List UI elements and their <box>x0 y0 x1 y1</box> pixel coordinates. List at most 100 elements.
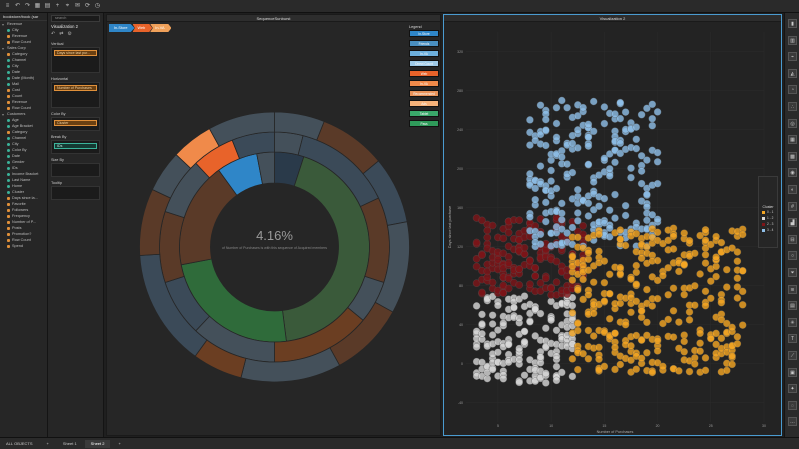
scatter-point[interactable] <box>584 120 593 129</box>
chart-icon[interactable]: ▤ <box>44 3 51 9</box>
scatter-point[interactable] <box>552 119 561 128</box>
scatter-point[interactable] <box>723 319 731 328</box>
scatter-point[interactable] <box>664 264 672 272</box>
scatter-point[interactable] <box>584 266 593 274</box>
scatter-point[interactable] <box>558 225 566 233</box>
scatter-point[interactable] <box>643 285 651 294</box>
scatter-point[interactable] <box>669 232 678 241</box>
scatter-point[interactable] <box>653 256 662 265</box>
field-item[interactable]: Category <box>0 129 47 135</box>
scatter-point[interactable] <box>520 243 529 252</box>
scatter-point[interactable] <box>738 321 747 329</box>
scatter-point[interactable] <box>728 323 736 332</box>
scatter-point[interactable] <box>515 265 523 273</box>
sunburst-chart[interactable] <box>107 22 442 436</box>
scatter-point[interactable] <box>483 226 492 235</box>
scatter-point[interactable] <box>653 294 662 303</box>
scatter-point[interactable] <box>605 165 614 173</box>
chevron-down-icon[interactable]: ▾ <box>2 21 5 27</box>
scatter-point[interactable] <box>472 238 481 247</box>
scatter-point[interactable] <box>558 368 566 377</box>
scatter-point[interactable] <box>472 262 481 271</box>
scatter-point[interactable] <box>515 216 523 224</box>
scatter-point[interactable] <box>648 302 657 310</box>
scatter-point[interactable] <box>611 190 619 199</box>
scatter-point[interactable] <box>659 319 667 328</box>
more-icon[interactable]: … <box>788 417 797 427</box>
scatter-point[interactable] <box>738 287 747 296</box>
scatter-point[interactable] <box>701 259 710 267</box>
scatter-point[interactable] <box>542 324 550 332</box>
scatter-point[interactable] <box>574 217 582 225</box>
legend-item[interactable]: In-Store <box>409 30 439 37</box>
scatter-point[interactable] <box>515 378 523 387</box>
scatter-point[interactable] <box>685 316 694 324</box>
network-icon[interactable]: ✳ <box>788 317 797 327</box>
scatter-point[interactable] <box>728 352 736 360</box>
pin-icon[interactable]: ⌖ <box>65 3 70 9</box>
scatter-point[interactable] <box>659 362 667 371</box>
field-item[interactable]: Frequency <box>0 213 47 219</box>
scatter-point[interactable] <box>701 251 710 259</box>
scatter-point[interactable] <box>701 226 710 234</box>
scatter-point[interactable] <box>632 297 641 306</box>
scatter-point[interactable] <box>547 177 555 185</box>
scatter-point[interactable] <box>675 318 683 326</box>
field-item[interactable]: Revenue <box>0 99 47 105</box>
scatter-point[interactable] <box>637 152 646 160</box>
donut-icon[interactable]: ◌ <box>788 400 797 410</box>
scatter-point[interactable] <box>526 213 534 221</box>
scatter-point[interactable] <box>536 279 545 287</box>
scatter-point[interactable] <box>616 139 625 148</box>
scatter-point[interactable] <box>701 366 710 375</box>
scatter-point[interactable] <box>488 365 497 374</box>
scatter-point[interactable] <box>595 202 603 210</box>
scatter-point[interactable] <box>579 222 587 230</box>
pie-chart-icon[interactable]: ◔ <box>788 85 797 95</box>
scatter-point[interactable] <box>531 305 539 313</box>
field-item[interactable]: Revenue <box>0 33 47 39</box>
scatter-point[interactable] <box>632 261 641 270</box>
area-chart-icon[interactable]: ◭ <box>788 68 797 78</box>
legend-item[interactable]: In-VA <box>409 50 439 57</box>
scatter-point[interactable] <box>526 170 534 178</box>
scatter-point[interactable] <box>542 141 550 150</box>
scatter-point[interactable] <box>648 121 657 130</box>
scatter-point[interactable] <box>531 184 539 193</box>
scatter-point[interactable] <box>520 327 529 336</box>
field-item[interactable]: Row Count <box>0 39 47 45</box>
scatter-point[interactable] <box>568 293 577 302</box>
history-icon[interactable]: ◷ <box>94 3 101 9</box>
scatter-point[interactable] <box>616 299 625 308</box>
scatter-point[interactable] <box>611 158 619 167</box>
scatter-point[interactable] <box>685 308 694 316</box>
scatter-icon[interactable]: ∴ <box>788 102 797 111</box>
scatter-point[interactable] <box>701 354 710 362</box>
legend-item[interactable]: Pass <box>409 120 439 127</box>
scatter-point[interactable] <box>733 274 742 282</box>
chevron-down-icon[interactable]: ▾ <box>2 45 5 51</box>
scatter-point[interactable] <box>600 194 609 203</box>
scatter-point[interactable] <box>552 184 561 193</box>
scatter-point[interactable] <box>696 270 704 278</box>
scatter-point[interactable] <box>643 331 651 340</box>
scatter-point[interactable] <box>637 254 646 262</box>
scatter-point[interactable] <box>680 229 688 237</box>
field-item[interactable]: Mail <box>0 81 47 87</box>
scatter-point[interactable] <box>488 221 497 230</box>
scatter-point[interactable] <box>600 278 609 287</box>
scatter-point[interactable] <box>542 369 550 378</box>
scatter-point[interactable] <box>621 201 630 210</box>
legend-item[interactable]: In-VA <box>409 80 439 87</box>
scatter-point[interactable] <box>637 336 646 344</box>
scatter-point[interactable] <box>616 226 625 234</box>
scatter-point[interactable] <box>499 375 508 383</box>
scatter-point[interactable] <box>712 329 720 338</box>
field-group[interactable]: ▾ Sales Corp <box>0 45 47 51</box>
scatter-point[interactable] <box>738 267 747 275</box>
scatter-point[interactable] <box>707 240 715 249</box>
scatter-point[interactable] <box>717 334 726 343</box>
scatter-point[interactable] <box>728 244 736 252</box>
scatter-point[interactable] <box>558 147 566 155</box>
scatter-point[interactable] <box>589 178 598 186</box>
